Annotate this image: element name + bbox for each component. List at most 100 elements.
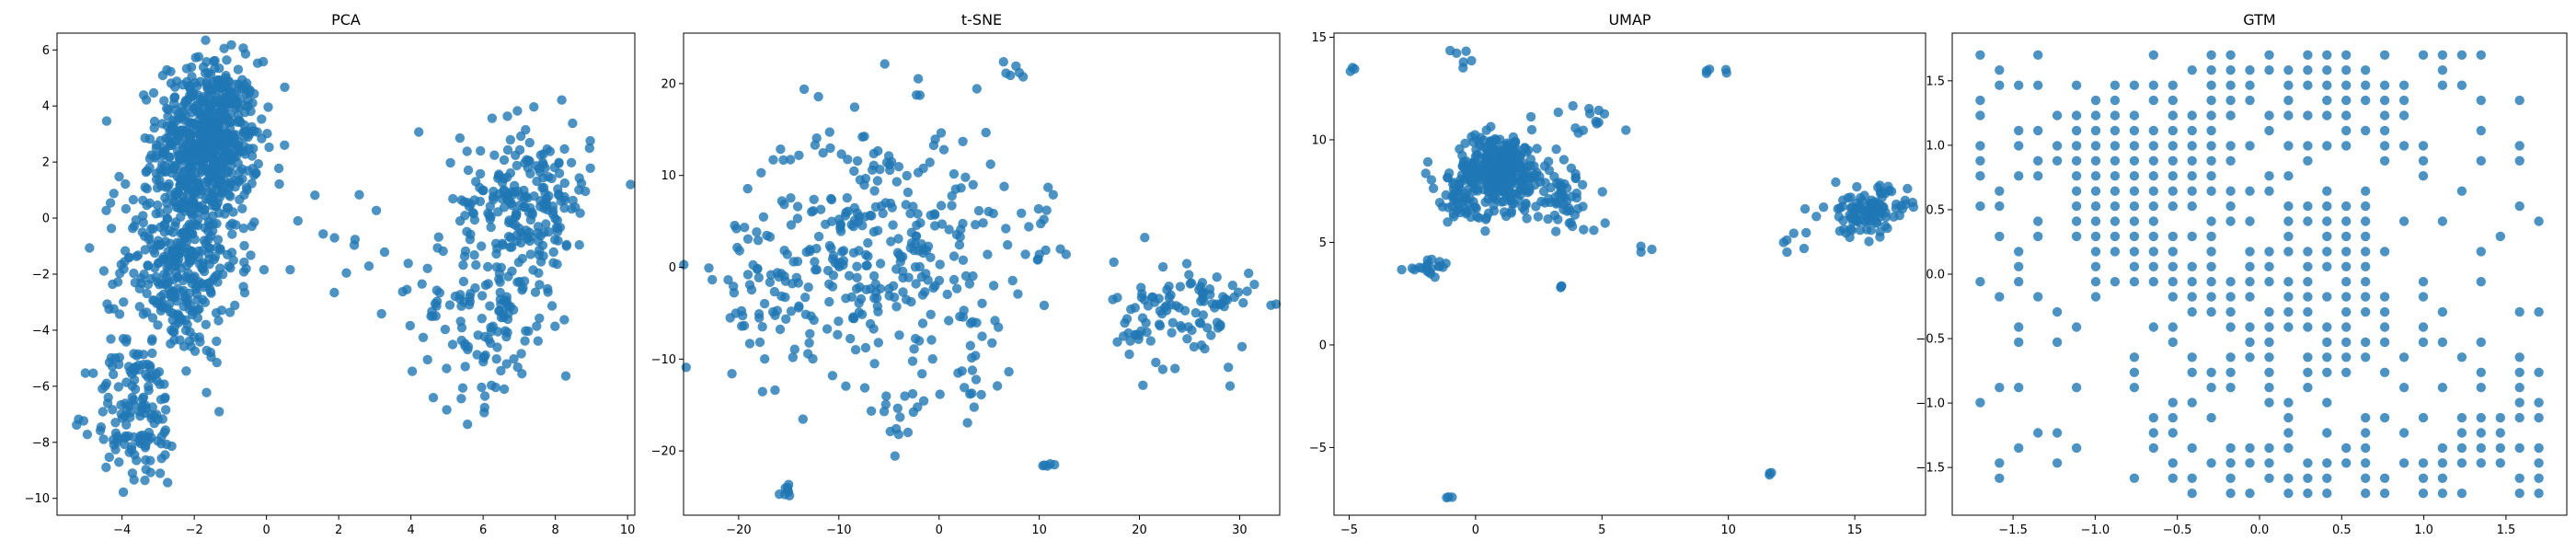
data-point: [463, 165, 474, 176]
y-tick-label: 15: [1311, 31, 1327, 45]
data-point: [2206, 186, 2216, 196]
data-point: [2014, 247, 2024, 257]
data-point: [2090, 261, 2101, 271]
data-point: [2514, 95, 2524, 106]
data-point: [2303, 141, 2313, 151]
data-point: [559, 144, 569, 155]
data-point: [280, 140, 290, 150]
data-point: [239, 288, 250, 298]
data-point: [2303, 383, 2313, 393]
data-point: [1224, 362, 1234, 373]
data-point: [107, 362, 118, 372]
data-point: [213, 316, 224, 326]
data-point: [2514, 201, 2524, 212]
data-point: [543, 283, 553, 294]
data-point: [2187, 141, 2197, 151]
data-point: [869, 359, 880, 369]
data-point: [2303, 50, 2313, 60]
data-point: [1521, 200, 1531, 210]
data-point: [1448, 190, 1458, 201]
data-point: [2225, 306, 2236, 317]
data-point: [2303, 292, 2313, 302]
data-point: [185, 246, 195, 256]
data-point: [2322, 352, 2332, 362]
data-point: [151, 143, 162, 154]
data-point: [417, 279, 427, 289]
data-point: [200, 163, 211, 173]
data-point: [156, 278, 167, 289]
data-point: [499, 173, 510, 184]
data-point: [505, 167, 516, 178]
data-point: [178, 156, 189, 167]
data-point: [116, 400, 126, 410]
data-point: [1778, 237, 1788, 247]
data-point: [543, 205, 553, 215]
data-point: [567, 203, 577, 214]
data-point: [2033, 428, 2043, 438]
data-point: [898, 272, 908, 283]
data-point: [535, 196, 546, 206]
data-point: [129, 362, 139, 373]
data-point: [258, 56, 269, 67]
data-point: [2341, 292, 2352, 302]
data-point: [863, 237, 873, 248]
data-point: [2418, 412, 2429, 423]
data-point: [2534, 367, 2544, 377]
data-point: [559, 315, 569, 325]
data-point: [2052, 110, 2063, 121]
data-point: [811, 265, 822, 275]
data-point: [460, 340, 470, 351]
data-point: [2052, 155, 2063, 166]
data-point: [2283, 428, 2294, 438]
data-point: [2245, 247, 2255, 257]
data-point: [247, 178, 257, 189]
data-point: [442, 363, 452, 374]
data-point: [1551, 226, 1561, 236]
data-point: [2071, 443, 2082, 454]
data-point: [891, 177, 902, 187]
data-point: [248, 144, 259, 154]
data-point: [224, 307, 236, 317]
data-point: [1017, 208, 1027, 218]
data-point: [909, 344, 919, 354]
data-point: [2476, 367, 2486, 377]
data-point: [978, 218, 988, 228]
data-point: [2303, 352, 2313, 362]
data-point: [848, 222, 858, 232]
data-point: [2129, 231, 2140, 242]
data-point: [833, 329, 843, 339]
data-point: [1975, 155, 1985, 166]
data-point: [965, 389, 975, 399]
data-point: [2264, 473, 2274, 483]
data-point: [142, 184, 152, 194]
data-point: [2322, 65, 2332, 75]
data-point: [434, 288, 445, 298]
data-point: [2361, 216, 2371, 226]
data-point: [1112, 337, 1122, 347]
data-point: [2206, 306, 2216, 317]
y-tick-label: 0.0: [1926, 269, 1945, 282]
data-point: [824, 127, 834, 137]
data-point: [2110, 110, 2121, 121]
data-point: [786, 306, 797, 316]
data-point: [2398, 383, 2409, 393]
data-point: [866, 406, 877, 416]
data-point: [1457, 150, 1467, 161]
data-point: [2495, 231, 2505, 242]
data-point: [1621, 125, 1631, 135]
data-point: [201, 345, 212, 356]
data-point: [2379, 247, 2390, 257]
data-point: [944, 316, 954, 326]
data-point: [1782, 247, 1792, 258]
data-point: [560, 371, 571, 381]
data-point: [792, 201, 803, 212]
data-point: [2341, 95, 2352, 106]
data-point: [1546, 182, 1557, 193]
data-point: [2341, 231, 2352, 242]
data-point: [967, 365, 978, 375]
data-point: [2322, 216, 2332, 226]
data-point: [798, 414, 808, 424]
data-point: [803, 282, 813, 293]
data-point: [2110, 171, 2121, 181]
data-point: [2264, 397, 2274, 408]
